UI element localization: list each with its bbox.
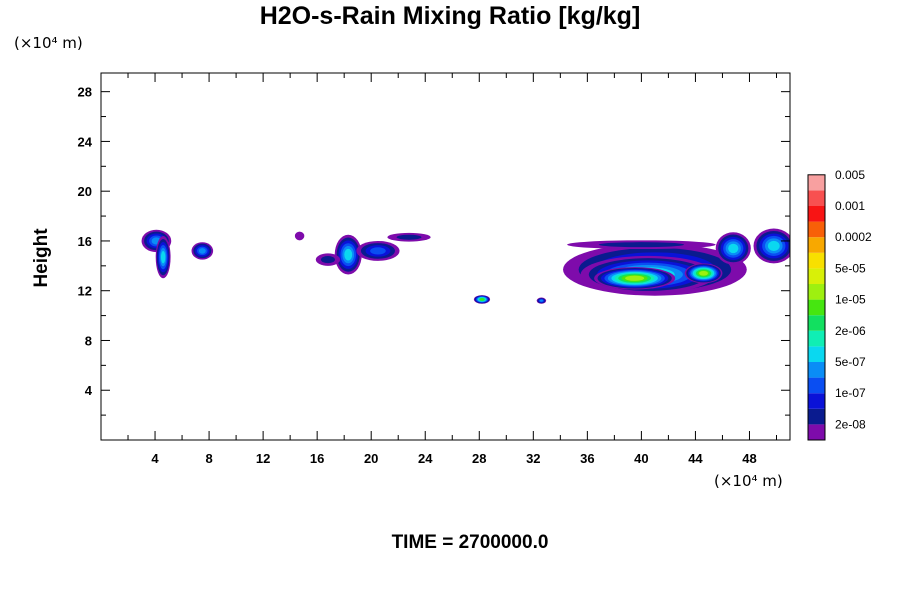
colorbar-swatch [808,268,825,284]
colorbar-label: 5e-05 [835,261,866,275]
colorbar-swatch [808,346,825,362]
colorbar-label: 2e-08 [835,417,866,431]
x-tick-label: 48 [742,451,756,466]
contour-region [567,240,716,250]
colorbar-label: 1e-07 [835,386,866,400]
contour-level-8 [479,298,484,301]
contour-region [753,228,790,264]
x-axis-unit: (×10⁴ m) [714,472,783,490]
x-tick-label: 8 [205,451,212,466]
x-tick-label: 36 [580,451,594,466]
colorbar-frame [807,174,826,441]
colorbar-swatch [808,284,825,300]
y-tick-label: 12 [78,284,92,299]
contour-level-3 [370,247,386,255]
colorbar-swatch [808,190,825,206]
contour-level-5 [728,243,739,254]
colorbar-swatch [808,408,825,425]
colorbar-swatch [808,221,825,238]
contour-region [334,234,362,275]
y-tick-label: 16 [78,234,92,249]
contour-region [191,242,214,260]
contour-region [684,263,723,284]
y-tick-label: 20 [78,184,92,199]
x-tick-label: 44 [688,451,703,466]
colorbar-label: 0.001 [835,199,865,213]
contour-level-0 [294,231,305,241]
colorbar-label: 0.0002 [835,230,872,244]
colorbar-swatch [808,393,825,409]
contour-level-1 [396,234,422,240]
colorbar-swatch [808,252,825,269]
colorbar-label: 1e-05 [835,293,866,307]
colorbar-swatch [808,424,825,440]
contour-level-4 [198,248,206,254]
colorbar-swatch [808,377,825,394]
y-tick-label: 24 [78,134,93,149]
x-tick-label: 4 [151,451,159,466]
x-tick-label: 20 [364,451,378,466]
x-tick-label: 40 [634,451,648,466]
chart-title: H2O-s-Rain Mixing Ratio [kg/kg] [259,2,641,30]
colorbar-swatch [808,174,825,191]
contour-region [473,295,491,304]
y-tick-label: 8 [85,333,92,348]
contour-region [294,231,305,241]
colorbar-swatch [808,362,825,378]
contour-level-5 [344,248,353,261]
colorbar-swatch [808,299,825,316]
x-tick-label: 24 [418,451,433,466]
y-tick-label: 4 [85,383,93,398]
contour-level-5 [767,240,780,252]
contour-level-1 [598,242,685,248]
contour-region [536,297,547,304]
colorbar-swatch [808,330,825,347]
y-tick-label: 28 [78,85,92,100]
contour-level-9 [699,270,708,276]
contour-region [387,232,431,242]
colorbar-label: 0.005 [835,168,865,182]
x-tick-label: 32 [526,451,540,466]
contour-level-9 [625,275,645,281]
x-tick-label: 16 [310,451,324,466]
contour-level-1 [320,256,335,264]
contour-region [155,235,171,279]
colorbar-label: 2e-06 [835,324,866,338]
colorbar-swatch [808,206,825,222]
colorbar-label: 5e-07 [835,355,866,369]
contour-level-4 [539,299,543,302]
contour-region [356,240,400,261]
contour-region [315,253,341,266]
x-tick-label: 28 [472,451,486,466]
time-label: TIME = 2700000.0 [391,532,549,553]
x-tick-label: 12 [256,451,270,466]
colorbar-swatch [808,315,825,331]
plot-frame [100,72,791,441]
contour-region [594,267,676,290]
contour-region [715,232,751,265]
contour-level-5 [160,250,166,264]
colorbar-swatch [808,237,825,253]
y-axis-unit: (×10⁴ m) [14,34,83,52]
